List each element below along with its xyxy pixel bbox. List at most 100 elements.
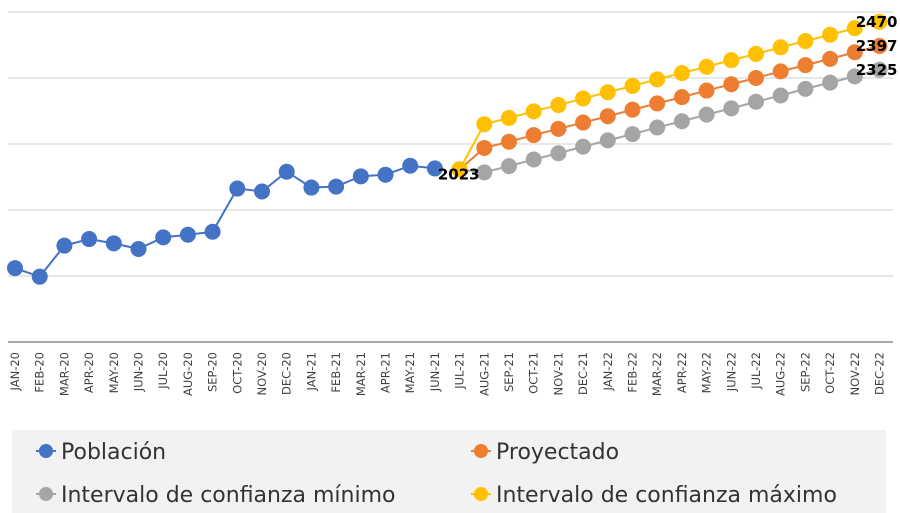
data-point: [871, 13, 888, 30]
x-tick-label: NOV-21: [551, 352, 565, 395]
data-label: 2325: [856, 61, 898, 79]
x-tick-label: JUN-22: [724, 352, 738, 392]
data-point: [451, 161, 468, 178]
legend-item: Proyectado: [471, 440, 619, 465]
data-point: [772, 87, 789, 104]
data-point: [550, 97, 567, 114]
x-tick-label: MAY-20: [107, 352, 121, 393]
data-point: [402, 157, 419, 174]
data-point: [204, 223, 221, 240]
data-point: [229, 180, 246, 197]
data-point: [575, 114, 592, 131]
x-tick-label: DEC-22: [873, 352, 887, 395]
x-tick-label: DEC-20: [280, 352, 294, 395]
x-tick-label: AUG-21: [477, 352, 491, 396]
data-point: [56, 237, 73, 254]
data-point: [550, 145, 567, 162]
x-tick-label: JUL-22: [749, 352, 763, 390]
data-point: [476, 139, 493, 156]
data-point: [525, 151, 542, 168]
data-point: [525, 103, 542, 120]
data-point: [476, 164, 493, 181]
gridlines: [8, 11, 893, 343]
x-tick-label: FEB-20: [33, 352, 47, 393]
data-point: [698, 58, 715, 75]
x-tick-label: OCT-21: [527, 352, 541, 394]
data-point: [254, 183, 270, 200]
data-point: [501, 109, 517, 126]
x-tick-label: MAR-21: [354, 352, 368, 396]
x-tick-label: FEB-22: [626, 352, 640, 393]
x-tick-label: SEP-22: [798, 352, 812, 392]
data-point: [797, 80, 814, 97]
data-point: [649, 95, 666, 112]
series-line: [14, 164, 436, 278]
data-point: [822, 50, 839, 67]
data-point: [822, 74, 839, 91]
legend-item: Intervalo de confianza mínimo: [36, 483, 396, 508]
x-tick-label: SEP-21: [502, 352, 516, 392]
x-tick-label: MAR-22: [650, 352, 664, 396]
data-point: [871, 37, 888, 54]
data-point: [575, 138, 592, 155]
x-tick-label: MAY-22: [700, 352, 714, 393]
series-line: [458, 45, 880, 171]
data-point: [599, 84, 616, 101]
x-tick-label: SEP-20: [206, 352, 220, 392]
x-tick-label: JUN-21: [428, 352, 442, 392]
data-point: [723, 76, 740, 93]
x-tick-label: APR-20: [82, 352, 96, 393]
data-point: [105, 235, 122, 252]
x-tick-label: JUL-20: [156, 352, 170, 390]
data-point: [797, 33, 814, 50]
x-tick-label: JUL-21: [453, 352, 467, 390]
data-point: [723, 52, 740, 69]
x-tick-label: FEB-21: [329, 352, 343, 393]
x-tick-label: OCT-22: [823, 352, 837, 394]
x-tick-label: NOV-20: [255, 352, 269, 395]
x-tick-label: MAY-21: [403, 352, 417, 393]
x-axis-tick-labels: JAN-20 FEB-20 MAR-20 APR-20 MAY-20 JUN-20 JUL-…: [8, 352, 887, 396]
data-point: [846, 68, 863, 85]
legend-marker-icon: [39, 444, 53, 458]
data-point: [649, 119, 666, 136]
data-point: [426, 160, 443, 177]
data-point: [797, 57, 814, 74]
data-point: [303, 179, 320, 196]
data-point: [723, 100, 740, 117]
series-line: [458, 20, 880, 170]
data-point: [748, 70, 764, 86]
data-point: [624, 126, 641, 143]
data-point: [748, 93, 764, 110]
data-point: [501, 133, 517, 150]
data-point: [179, 226, 196, 243]
x-tick-label: JAN-22: [601, 352, 615, 391]
data-labels: 2023 2470 2397 2325: [438, 13, 898, 184]
data-point: [352, 168, 369, 185]
series-3: [451, 13, 888, 178]
data-point: [501, 158, 517, 175]
series-lines: [7, 13, 888, 285]
x-tick-label: JAN-21: [304, 352, 318, 391]
legend-marker-icon: [474, 444, 488, 458]
data-point: [7, 260, 23, 277]
x-tick-label: JUN-20: [132, 352, 146, 392]
x-tick-label: AUG-20: [181, 352, 195, 396]
data-point: [673, 113, 690, 130]
legend-label: Población: [61, 440, 166, 465]
data-point: [377, 166, 394, 183]
legend-marker-icon: [39, 487, 53, 501]
data-point: [772, 39, 789, 56]
x-tick-label: MAR-20: [57, 352, 71, 396]
data-label: 2023: [438, 165, 480, 183]
data-point: [698, 106, 715, 123]
x-tick-label: APR-22: [675, 352, 689, 393]
data-point: [846, 20, 863, 37]
data-point: [278, 163, 295, 180]
data-point: [698, 82, 715, 99]
data-point: [624, 101, 641, 118]
data-point: [846, 44, 863, 61]
data-point: [673, 89, 690, 106]
series-1: [451, 37, 888, 178]
data-point: [748, 45, 764, 62]
